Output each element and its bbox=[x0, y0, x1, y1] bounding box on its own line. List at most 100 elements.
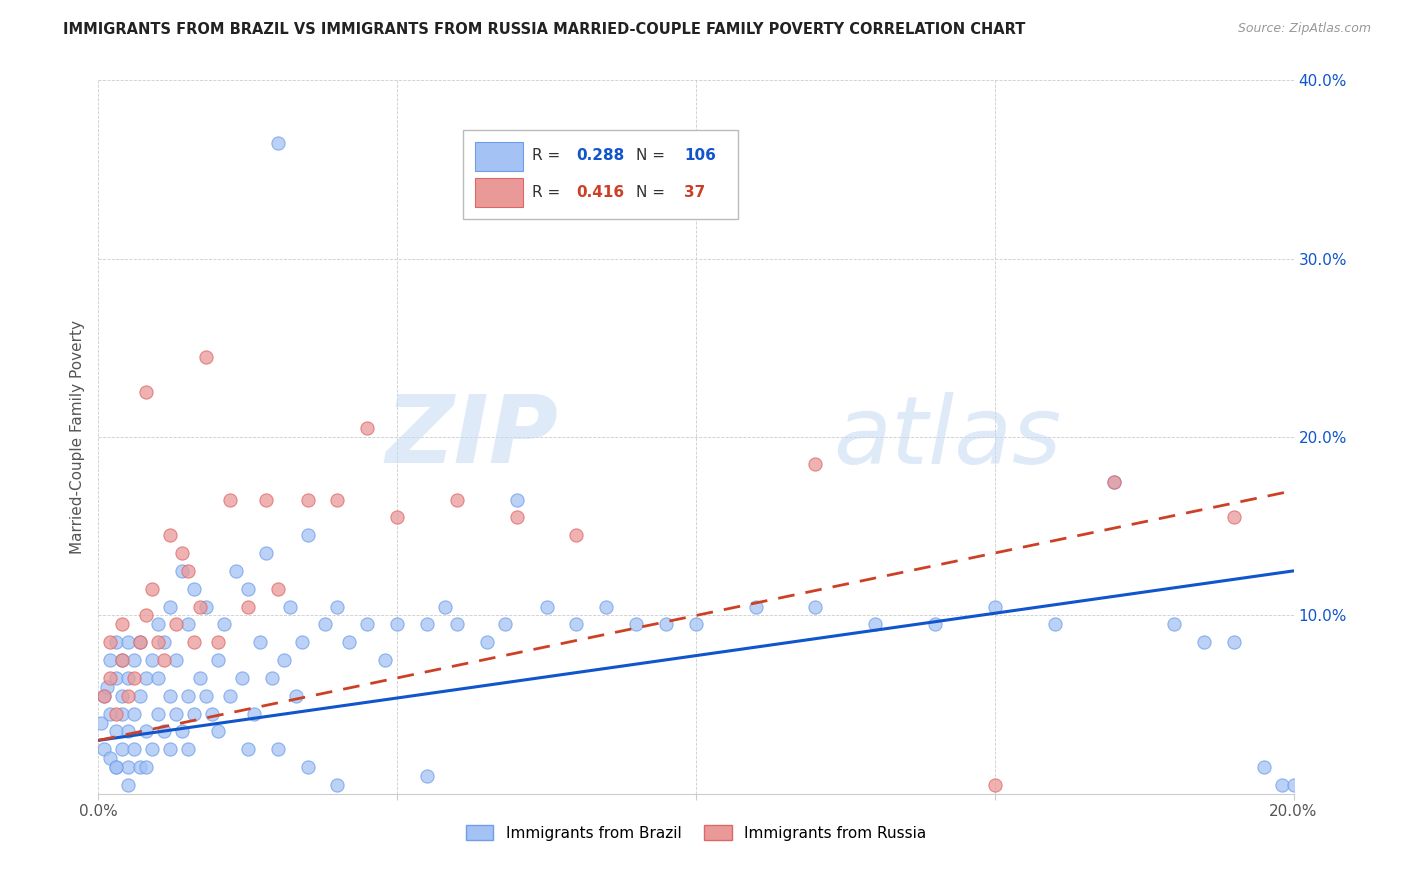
Point bbox=[565, 617, 588, 632]
Point bbox=[165, 617, 187, 632]
Point bbox=[416, 769, 439, 783]
Point bbox=[111, 689, 134, 703]
Point bbox=[177, 564, 200, 578]
Point bbox=[124, 653, 146, 667]
Point bbox=[111, 706, 134, 721]
Bar bbox=[475, 143, 523, 171]
Point bbox=[98, 706, 122, 721]
Point bbox=[1192, 635, 1215, 649]
Point bbox=[111, 742, 134, 756]
Point bbox=[254, 546, 277, 560]
Point bbox=[165, 653, 187, 667]
Point bbox=[165, 706, 187, 721]
Point bbox=[141, 742, 163, 756]
Point bbox=[111, 617, 134, 632]
Point bbox=[745, 599, 768, 614]
Point bbox=[984, 599, 1007, 614]
Point bbox=[339, 635, 361, 649]
Point bbox=[188, 671, 211, 685]
Point bbox=[326, 599, 349, 614]
Point bbox=[111, 653, 134, 667]
Text: N =: N = bbox=[636, 185, 671, 200]
Point bbox=[153, 635, 176, 649]
Point bbox=[267, 136, 290, 150]
Point bbox=[188, 599, 211, 614]
Point bbox=[124, 706, 146, 721]
Point bbox=[207, 724, 229, 739]
Point bbox=[595, 599, 617, 614]
Point bbox=[159, 599, 181, 614]
Point bbox=[172, 546, 194, 560]
Text: 0.288: 0.288 bbox=[576, 148, 624, 162]
Point bbox=[1104, 475, 1126, 489]
Point bbox=[135, 724, 157, 739]
Point bbox=[183, 582, 205, 596]
Point bbox=[105, 724, 128, 739]
Point bbox=[326, 778, 349, 792]
Point bbox=[90, 715, 112, 730]
Point bbox=[207, 653, 229, 667]
Point bbox=[267, 582, 290, 596]
Point bbox=[129, 760, 152, 774]
Text: R =: R = bbox=[533, 185, 565, 200]
Point bbox=[195, 599, 218, 614]
Point bbox=[297, 492, 319, 507]
Point bbox=[129, 635, 152, 649]
Point bbox=[117, 760, 139, 774]
Point bbox=[236, 599, 259, 614]
Point bbox=[243, 706, 266, 721]
Point bbox=[267, 742, 290, 756]
Point bbox=[105, 706, 128, 721]
Point bbox=[93, 689, 115, 703]
Point bbox=[105, 760, 128, 774]
Point bbox=[273, 653, 295, 667]
Point bbox=[804, 599, 827, 614]
Point bbox=[117, 671, 139, 685]
Point bbox=[207, 635, 229, 649]
Point bbox=[924, 617, 946, 632]
Point bbox=[148, 706, 170, 721]
Point bbox=[291, 635, 314, 649]
Text: IMMIGRANTS FROM BRAZIL VS IMMIGRANTS FROM RUSSIA MARRIED-COUPLE FAMILY POVERTY C: IMMIGRANTS FROM BRAZIL VS IMMIGRANTS FRO… bbox=[63, 22, 1025, 37]
Point bbox=[159, 528, 181, 542]
Point bbox=[111, 653, 134, 667]
Point bbox=[219, 689, 242, 703]
Point bbox=[236, 582, 259, 596]
Point bbox=[1253, 760, 1275, 774]
Point bbox=[236, 742, 259, 756]
Point bbox=[804, 457, 827, 471]
Point bbox=[93, 742, 115, 756]
Point bbox=[254, 492, 277, 507]
Point bbox=[494, 617, 516, 632]
Point bbox=[135, 608, 157, 623]
Point bbox=[98, 671, 122, 685]
Point bbox=[1223, 510, 1246, 524]
Point bbox=[117, 689, 139, 703]
Point bbox=[685, 617, 707, 632]
Point bbox=[98, 653, 122, 667]
Text: N =: N = bbox=[636, 148, 671, 162]
Point bbox=[297, 528, 319, 542]
Point bbox=[195, 350, 218, 364]
Point bbox=[124, 671, 146, 685]
Point bbox=[297, 760, 319, 774]
Point bbox=[1104, 475, 1126, 489]
Point bbox=[159, 742, 181, 756]
Point bbox=[1223, 635, 1246, 649]
Point bbox=[984, 778, 1007, 792]
Point bbox=[231, 671, 253, 685]
Text: R =: R = bbox=[533, 148, 565, 162]
Point bbox=[98, 635, 122, 649]
Point bbox=[183, 706, 205, 721]
Point bbox=[565, 528, 588, 542]
Point bbox=[93, 689, 115, 703]
Point bbox=[117, 724, 139, 739]
Point bbox=[96, 680, 118, 694]
Text: atlas: atlas bbox=[834, 392, 1062, 483]
Point bbox=[177, 742, 200, 756]
Point bbox=[416, 617, 439, 632]
Point bbox=[385, 510, 409, 524]
Point bbox=[148, 635, 170, 649]
Point bbox=[326, 492, 349, 507]
Point bbox=[98, 751, 122, 765]
